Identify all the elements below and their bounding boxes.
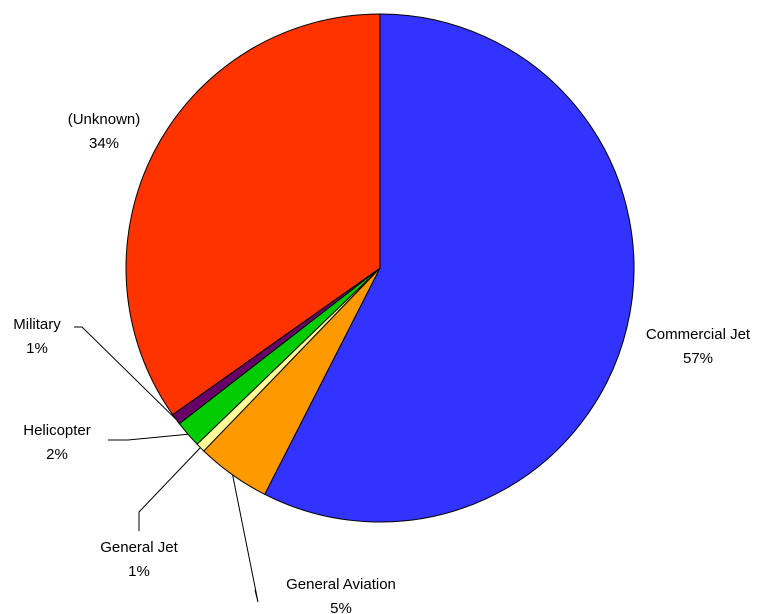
slice-pct-unknown: 34% <box>89 135 119 152</box>
pie-slice-commercial-jet <box>264 13 635 523</box>
slice-label-unknown: (Unknown) <box>68 111 141 128</box>
slice-pct-general-jet: 1% <box>128 563 150 580</box>
leader-lines <box>74 326 259 603</box>
pie-slices <box>125 13 635 523</box>
leader-line-general-aviation <box>232 474 259 603</box>
slice-pct-general-aviation: 5% <box>330 600 352 614</box>
leader-line-military <box>74 326 177 420</box>
slice-label-general-jet: General Jet <box>100 539 178 556</box>
slice-label-general-aviation: General Aviation <box>286 576 396 593</box>
slice-pct-commercial-jet: 57% <box>683 350 713 367</box>
slice-pct-military: 1% <box>26 340 48 357</box>
slice-label-military: Military <box>13 316 61 333</box>
leader-line-helicopter <box>108 433 188 441</box>
slice-label-helicopter: Helicopter <box>23 422 91 439</box>
slice-label-commercial-jet: Commercial Jet <box>646 326 751 343</box>
pie-slice-unknown <box>125 13 381 416</box>
slice-pct-helicopter: 2% <box>46 446 68 463</box>
leader-line-general-jet <box>138 447 201 531</box>
